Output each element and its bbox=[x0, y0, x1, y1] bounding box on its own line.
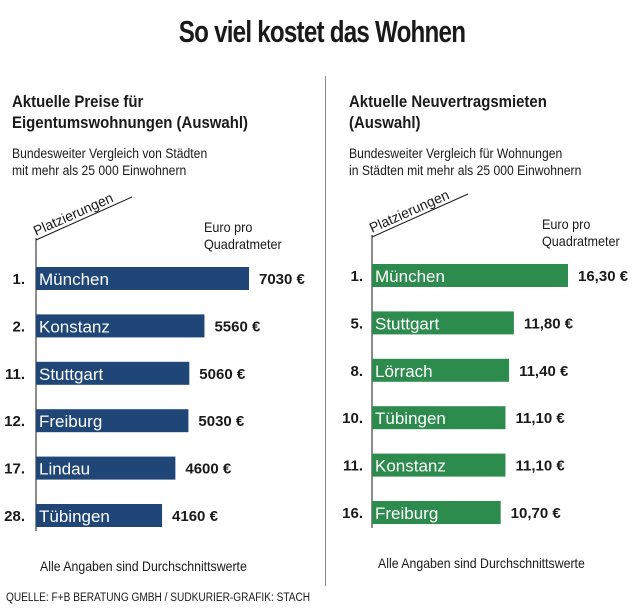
bar-row: 11. Stuttgart 5060 € bbox=[5, 361, 246, 385]
left-footnote: Alle Angaben sind Durchschnittswerte bbox=[40, 558, 247, 574]
rank-label: 1. bbox=[350, 268, 363, 285]
bar bbox=[372, 264, 568, 287]
bar-value-label: 4160 € bbox=[172, 508, 219, 525]
bar-category-label: München bbox=[39, 270, 109, 289]
right-bar-chart: Platzierungen 1. München 16,30 € 5. Stuttgart… bbox=[342, 186, 629, 528]
rank-label: 11. bbox=[343, 458, 363, 475]
bar-value-label: 11,40 € bbox=[519, 363, 569, 380]
bar-row: 1. München 16,30 € bbox=[350, 264, 629, 287]
bar-category-label: Konstanz bbox=[375, 457, 446, 476]
rank-label: 16. bbox=[342, 505, 363, 522]
bar-category-label: München bbox=[375, 267, 445, 286]
left-panel-subheading: Bundesweiter Vergleich von Städten mit m… bbox=[12, 146, 208, 178]
rank-label: 12. bbox=[4, 413, 25, 430]
right-unit-label: Euro pro Quadratmeter bbox=[542, 216, 620, 249]
right-panel-subheading: Bundesweiter Vergleich für Wohnungen in … bbox=[349, 146, 582, 178]
bar-category-label: Konstanz bbox=[39, 317, 110, 336]
rank-axis-label: Platzierungen bbox=[31, 189, 116, 238]
bar bbox=[36, 314, 205, 338]
rank-label: 1. bbox=[12, 271, 25, 288]
right-panel-heading: Aktuelle Neuvertragsmieten (Auswahl) bbox=[349, 92, 547, 132]
bar-category-label: Freiburg bbox=[39, 412, 102, 431]
bar-row: 8. Lörrach 11,40 € bbox=[350, 358, 569, 382]
rank-label: 11. bbox=[5, 366, 25, 383]
rank-label: 17. bbox=[4, 461, 25, 478]
bar-value-label: 11,10 € bbox=[515, 458, 565, 475]
bar bbox=[372, 406, 506, 430]
bar bbox=[372, 501, 501, 524]
bar-value-label: 7030 € bbox=[259, 271, 306, 288]
bar bbox=[36, 456, 176, 480]
source-credit: QUELLE: F+B BERATUNG GMBH / SÜDKURIER-GR… bbox=[6, 592, 311, 604]
bar bbox=[36, 267, 249, 290]
bar-category-label: Lörrach bbox=[375, 362, 433, 381]
left-unit-label: Euro pro Quadratmeter bbox=[204, 219, 282, 252]
bar-category-label: Tübingen bbox=[375, 409, 446, 428]
bar-row: 2. Konstanz 5560 € bbox=[12, 314, 261, 338]
bar-row: 16. Freiburg 10,70 € bbox=[342, 501, 561, 524]
page-title: So viel kostet das Wohnen bbox=[178, 14, 466, 49]
bar-row: 17. Lindau 4600 € bbox=[4, 456, 232, 480]
left-bar-chart: Platzierungen 1. München 7030 € 2. Konstanz 55… bbox=[4, 189, 306, 531]
bar-row: 10. Tübingen 11,10 € bbox=[342, 406, 565, 430]
bar-value-label: 4600 € bbox=[185, 461, 232, 478]
bar-value-label: 10,70 € bbox=[511, 505, 562, 522]
rank-label: 28. bbox=[4, 508, 25, 525]
right-footnote: Alle Angaben sind Durchschnittswerte bbox=[378, 555, 585, 571]
bar-category-label: Tübingen bbox=[39, 507, 110, 526]
rank-axis-slant bbox=[371, 193, 469, 238]
rank-label: 8. bbox=[350, 363, 363, 380]
bar-value-label: 11,80 € bbox=[524, 315, 574, 332]
rank-axis-label: Platzierungen bbox=[367, 186, 452, 235]
bar bbox=[36, 409, 189, 433]
left-panel-heading: Aktuelle Preise für Eigentumswohnungen (… bbox=[12, 92, 249, 132]
bar-value-label: 5060 € bbox=[199, 366, 246, 383]
bar-value-label: 11,10 € bbox=[515, 410, 565, 427]
bar-value-label: 16,30 € bbox=[578, 268, 629, 285]
bar-row: 28. Tübingen 4160 € bbox=[4, 504, 219, 527]
panel-divider bbox=[325, 76, 326, 586]
bar-row: 1. München 7030 € bbox=[12, 267, 306, 290]
bar bbox=[36, 504, 163, 527]
rank-label: 2. bbox=[12, 318, 25, 335]
bar-row: 12. Freiburg 5030 € bbox=[4, 409, 245, 433]
bar bbox=[372, 311, 514, 335]
bar-category-label: Stuttgart bbox=[375, 314, 440, 333]
rank-axis-slant bbox=[35, 196, 133, 241]
bar-value-label: 5560 € bbox=[214, 318, 261, 335]
bar-row: 11. Konstanz 11,10 € bbox=[343, 453, 565, 477]
bar-category-label: Stuttgart bbox=[39, 365, 104, 384]
bar bbox=[36, 361, 190, 385]
bar-category-label: Lindau bbox=[39, 460, 90, 479]
bar-value-label: 5030 € bbox=[198, 413, 245, 430]
rank-label: 5. bbox=[350, 315, 363, 332]
bar bbox=[372, 358, 510, 382]
rank-label: 10. bbox=[342, 410, 363, 427]
bar bbox=[372, 453, 506, 477]
bar-category-label: Freiburg bbox=[375, 504, 438, 523]
bar-row: 5. Stuttgart 11,80 € bbox=[350, 311, 574, 335]
